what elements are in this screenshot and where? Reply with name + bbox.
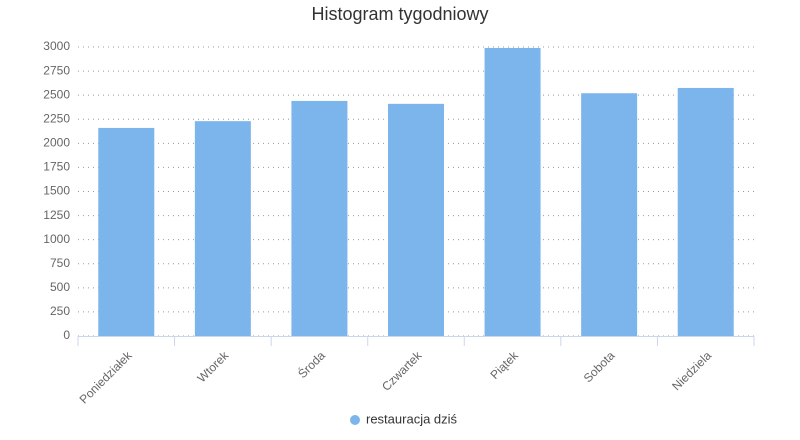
x-tick-label: Niedziela [669, 348, 714, 393]
y-tick-label: 500 [50, 280, 70, 294]
x-tick-label: Czwartek [379, 348, 425, 394]
bar [677, 87, 734, 336]
x-tick-label: Piątek [487, 348, 521, 382]
x-tick-label: Wtorek [194, 348, 231, 385]
bar [194, 121, 251, 336]
x-tick-label: Środa [295, 348, 328, 381]
y-tick-label: 2250 [43, 111, 70, 125]
y-tick-label: 2750 [43, 63, 70, 77]
x-tick-label: Sobota [581, 348, 618, 385]
y-tick-label: 2500 [43, 87, 70, 101]
y-tick-label: 1500 [43, 184, 70, 198]
legend-marker [350, 415, 360, 425]
chart-title: Histogram tygodniowy [311, 4, 488, 24]
y-tick-label: 1000 [43, 232, 70, 246]
bar [581, 93, 638, 337]
x-tick-label: Poniedziałek [77, 348, 136, 407]
bar [291, 100, 348, 337]
y-tick-label: 2000 [43, 136, 70, 150]
bar [484, 47, 541, 337]
y-tick-label: 0 [63, 328, 70, 342]
bar [98, 127, 155, 336]
y-tick-label: 250 [50, 304, 70, 318]
y-tick-label: 3000 [43, 39, 70, 53]
y-tick-label: 750 [50, 256, 70, 270]
y-tick-label: 1250 [43, 208, 70, 222]
y-tick-label: 1750 [43, 160, 70, 174]
legend-label: restauracja dziś [366, 411, 458, 426]
bar [387, 103, 445, 336]
